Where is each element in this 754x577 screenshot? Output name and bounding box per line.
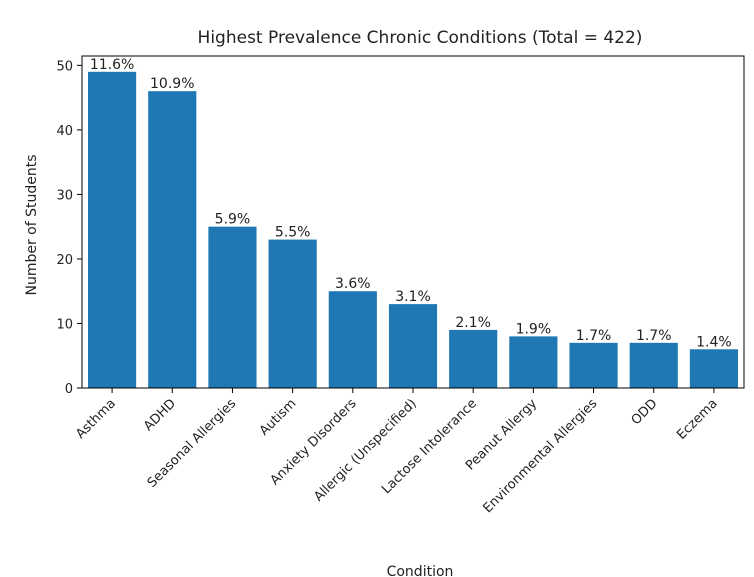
x-tick-label: Eczema — [674, 396, 721, 443]
bar-0 — [88, 71, 137, 389]
bar-1 — [148, 91, 197, 388]
x-tick-label: ADHD — [141, 396, 179, 434]
bar-value-label: 2.1% — [455, 315, 491, 331]
y-tick-label: 20 — [56, 253, 73, 268]
x-tick-label: ODD — [629, 396, 661, 428]
y-tick-label: 50 — [56, 59, 73, 74]
x-tick-label: Autism — [257, 396, 300, 439]
plot-frame — [81, 55, 745, 389]
bar-value-label: 11.6% — [90, 57, 134, 73]
bar-value-label: 1.4% — [696, 334, 732, 350]
x-tick-label: Asthma — [73, 396, 119, 442]
bar-6 — [449, 329, 498, 388]
bar-value-label: 1.7% — [636, 328, 672, 344]
bar-2 — [208, 226, 257, 388]
y-tick-label: 40 — [56, 124, 73, 139]
bar-5 — [388, 304, 438, 388]
x-tick-label: Allergic (Unspecified) — [311, 396, 420, 505]
y-tick-label: 10 — [56, 317, 73, 332]
y-axis-title: Number of Students — [24, 154, 40, 295]
x-tick-label: Environmental Allergies — [480, 396, 600, 516]
bar-8 — [569, 342, 618, 388]
y-tick-label: 30 — [56, 188, 73, 203]
bar-value-label: 3.1% — [395, 289, 431, 305]
bar-value-label: 1.7% — [576, 328, 612, 344]
bar-value-label: 5.5% — [275, 225, 311, 241]
chart-title: Highest Prevalence Chronic Conditions (T… — [198, 28, 643, 48]
bar-value-label: 5.9% — [215, 212, 251, 228]
bar-value-label: 10.9% — [150, 76, 194, 92]
bar-3 — [268, 239, 317, 388]
bar-value-label: 3.6% — [335, 276, 371, 292]
bar-value-label: 1.9% — [516, 321, 552, 337]
y-tick-label: 0 — [65, 382, 73, 397]
bar-10 — [689, 349, 738, 388]
bar-9 — [629, 342, 678, 388]
bars-layer: 11.6% 10.9% 5.9% 5.5% 3.6% 3.1% 2.1% 1.9% 1.7% 1.… — [88, 57, 738, 389]
bar-7 — [509, 336, 558, 388]
x-axis-title: Condition — [387, 564, 454, 577]
bar-4 — [328, 291, 377, 388]
